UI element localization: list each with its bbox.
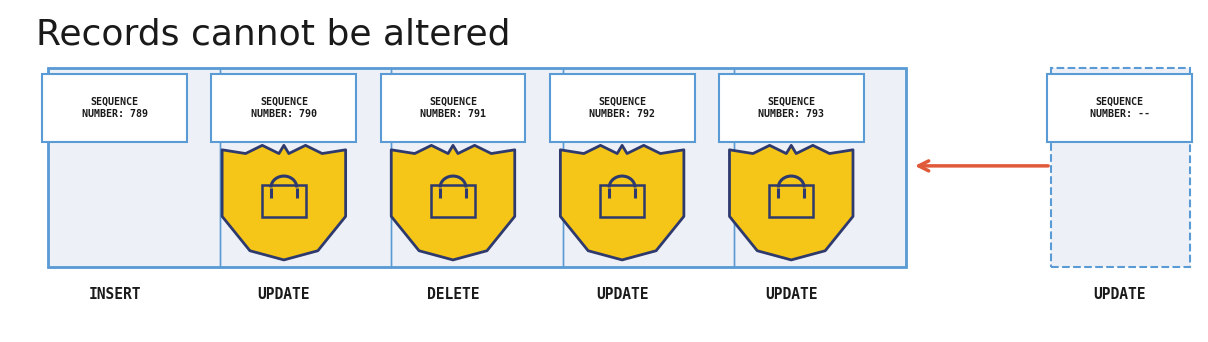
Text: SEQUENCE
NUMBER: --: SEQUENCE NUMBER: -- [1090, 97, 1150, 119]
Text: INSERT: INSERT [88, 287, 141, 302]
FancyBboxPatch shape [719, 74, 864, 142]
Text: SEQUENCE
NUMBER: 792: SEQUENCE NUMBER: 792 [590, 97, 655, 119]
FancyBboxPatch shape [1047, 74, 1192, 142]
Polygon shape [730, 145, 853, 260]
Text: SEQUENCE
NUMBER: 789: SEQUENCE NUMBER: 789 [82, 97, 147, 119]
Polygon shape [561, 145, 684, 260]
Text: UPDATE: UPDATE [765, 287, 818, 302]
FancyBboxPatch shape [431, 185, 475, 217]
Text: Records cannot be altered: Records cannot be altered [36, 17, 511, 51]
FancyBboxPatch shape [262, 185, 306, 217]
Text: UPDATE: UPDATE [1093, 287, 1146, 302]
FancyBboxPatch shape [48, 68, 906, 267]
FancyBboxPatch shape [381, 74, 525, 142]
Polygon shape [222, 145, 345, 260]
Text: UPDATE: UPDATE [596, 287, 649, 302]
Polygon shape [391, 145, 515, 260]
Text: SEQUENCE
NUMBER: 793: SEQUENCE NUMBER: 793 [759, 97, 824, 119]
Text: UPDATE: UPDATE [257, 287, 310, 302]
Text: SEQUENCE
NUMBER: 791: SEQUENCE NUMBER: 791 [420, 97, 486, 119]
FancyBboxPatch shape [769, 185, 813, 217]
FancyBboxPatch shape [1051, 68, 1190, 267]
Text: SEQUENCE
NUMBER: 790: SEQUENCE NUMBER: 790 [251, 97, 316, 119]
FancyBboxPatch shape [600, 185, 644, 217]
FancyBboxPatch shape [550, 74, 695, 142]
FancyBboxPatch shape [211, 74, 356, 142]
Text: DELETE: DELETE [426, 287, 480, 302]
FancyBboxPatch shape [42, 74, 187, 142]
